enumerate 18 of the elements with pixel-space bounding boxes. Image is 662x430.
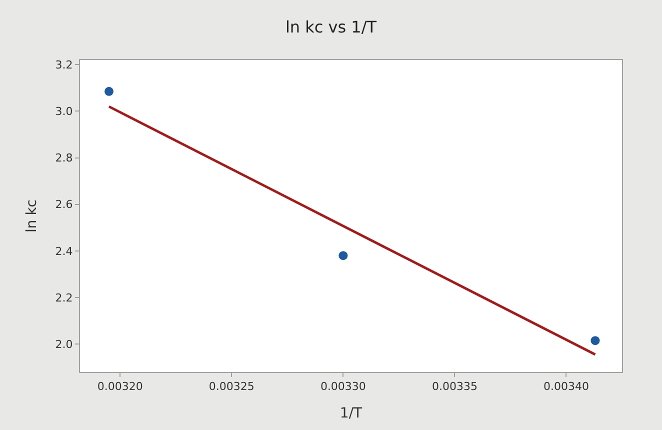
y-tick-label: 2.4 (55, 244, 73, 258)
y-tick-label: 2.2 (55, 291, 73, 304)
point (104, 86, 114, 96)
x-tick-label: 0.00325 (208, 380, 254, 394)
x-tick-label: 0.00335 (432, 380, 478, 394)
chart-title: ln kc vs 1/T (285, 18, 377, 37)
y-tick-label: 2.6 (55, 198, 73, 212)
y-axis-title: ln kc (24, 199, 40, 233)
x-tick-label: 0.00330 (320, 380, 366, 394)
point (338, 251, 348, 260)
x-tick-label: 0.00320 (97, 380, 143, 394)
y-tick-label: 3.2 (55, 58, 73, 72)
y-tick-label: 3.0 (55, 105, 73, 118)
point (590, 336, 600, 346)
x-tick-label: 0.00340 (543, 380, 589, 394)
y-tick-label: 2.8 (55, 152, 73, 165)
x-axis-title: 1/T (340, 406, 363, 422)
y-tick-label: 2.0 (55, 338, 73, 351)
